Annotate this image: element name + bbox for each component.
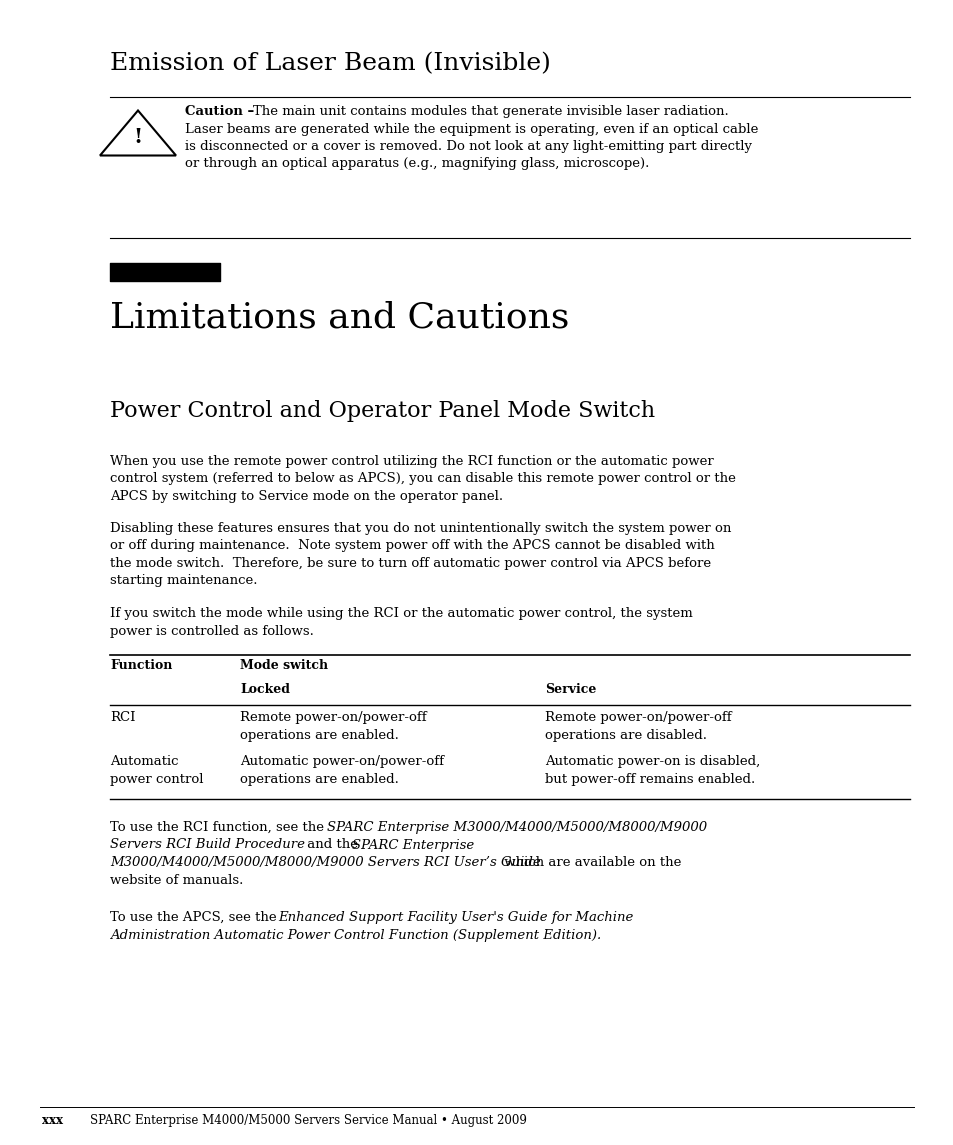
Text: M3000/M4000/M5000/M8000/M9000 Servers RCI User’s Guide: M3000/M4000/M5000/M8000/M9000 Servers RC… xyxy=(110,856,540,869)
Text: Automatic power-on/power-off: Automatic power-on/power-off xyxy=(240,755,443,768)
Text: Disabling these features ensures that you do not unintentionally switch the syst: Disabling these features ensures that yo… xyxy=(110,522,731,535)
Text: or through an optical apparatus (e.g., magnifying glass, microscope).: or through an optical apparatus (e.g., m… xyxy=(185,158,649,171)
Text: website of manuals.: website of manuals. xyxy=(110,874,243,886)
Text: To use the RCI function, see the: To use the RCI function, see the xyxy=(110,821,328,834)
Text: is disconnected or a cover is removed. Do not look at any light-emitting part di: is disconnected or a cover is removed. D… xyxy=(185,140,751,153)
Text: starting maintenance.: starting maintenance. xyxy=(110,575,257,587)
Text: and the: and the xyxy=(303,838,362,852)
Text: Automatic power-on is disabled,: Automatic power-on is disabled, xyxy=(544,755,760,768)
Text: Function: Function xyxy=(110,660,172,672)
Text: Limitations and Cautions: Limitations and Cautions xyxy=(110,300,569,334)
Text: Emission of Laser Beam (Invisible): Emission of Laser Beam (Invisible) xyxy=(110,52,550,76)
Text: Laser beams are generated while the equipment is operating, even if an optical c: Laser beams are generated while the equi… xyxy=(185,123,758,135)
Text: power control: power control xyxy=(110,773,203,785)
Text: xxx: xxx xyxy=(42,1114,63,1127)
Text: Automatic: Automatic xyxy=(110,755,178,768)
Text: APCS by switching to Service mode on the operator panel.: APCS by switching to Service mode on the… xyxy=(110,490,502,503)
Text: Servers RCI Build Procedure: Servers RCI Build Procedure xyxy=(110,838,305,852)
Text: Remote power-on/power-off: Remote power-on/power-off xyxy=(240,711,426,724)
Text: Power Control and Operator Panel Mode Switch: Power Control and Operator Panel Mode Sw… xyxy=(110,400,655,423)
Text: power is controlled as follows.: power is controlled as follows. xyxy=(110,624,314,638)
Text: Mode switch: Mode switch xyxy=(240,660,328,672)
Text: When you use the remote power control utilizing the RCI function or the automati: When you use the remote power control ut… xyxy=(110,455,713,468)
Text: operations are enabled.: operations are enabled. xyxy=(240,773,398,785)
Text: operations are enabled.: operations are enabled. xyxy=(240,728,398,742)
Text: or off during maintenance.  Note system power off with the APCS cannot be disabl: or off during maintenance. Note system p… xyxy=(110,539,714,553)
Text: SPARC Enterprise M3000/M4000/M5000/M8000/M9000: SPARC Enterprise M3000/M4000/M5000/M8000… xyxy=(327,821,706,834)
Text: RCI: RCI xyxy=(110,711,135,724)
Text: operations are disabled.: operations are disabled. xyxy=(544,728,706,742)
Text: The main unit contains modules that generate invisible laser radiation.: The main unit contains modules that gene… xyxy=(253,105,728,118)
Text: Service: Service xyxy=(544,684,596,696)
Text: which are available on the: which are available on the xyxy=(499,856,680,869)
Text: Remote power-on/power-off: Remote power-on/power-off xyxy=(544,711,731,724)
Text: Caution –: Caution – xyxy=(185,105,254,118)
Text: To use the APCS, see the: To use the APCS, see the xyxy=(110,911,280,924)
Text: control system (referred to below as APCS), you can disable this remote power co: control system (referred to below as APC… xyxy=(110,473,735,485)
Text: but power-off remains enabled.: but power-off remains enabled. xyxy=(544,773,755,785)
Text: SPARC Enterprise: SPARC Enterprise xyxy=(352,838,474,852)
Text: Enhanced Support Facility User's Guide for Machine: Enhanced Support Facility User's Guide f… xyxy=(277,911,633,924)
Text: Administration Automatic Power Control Function (Supplement Edition).: Administration Automatic Power Control F… xyxy=(110,929,600,941)
Text: the mode switch.  Therefore, be sure to turn off automatic power control via APC: the mode switch. Therefore, be sure to t… xyxy=(110,556,710,570)
Text: SPARC Enterprise M4000/M5000 Servers Service Manual • August 2009: SPARC Enterprise M4000/M5000 Servers Ser… xyxy=(75,1114,526,1127)
Text: Locked: Locked xyxy=(240,684,290,696)
Text: !: ! xyxy=(133,127,142,147)
Text: If you switch the mode while using the RCI or the automatic power control, the s: If you switch the mode while using the R… xyxy=(110,607,692,619)
